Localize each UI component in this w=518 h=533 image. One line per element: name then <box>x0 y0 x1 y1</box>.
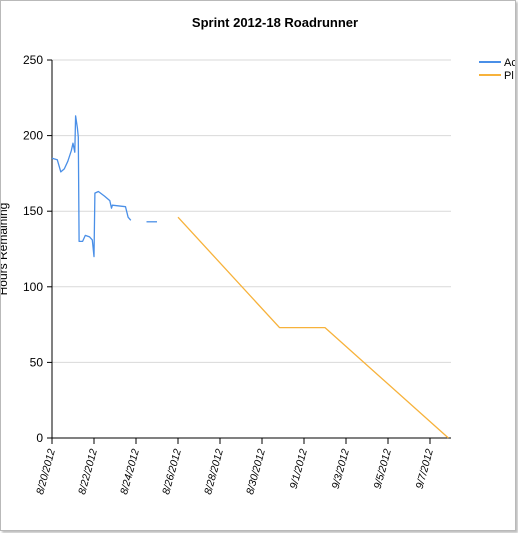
legend-label-planned: Pl <box>504 70 514 82</box>
x-tick-label: 9/7/2012 <box>414 448 436 491</box>
x-tick-label: 8/20/2012 <box>34 448 58 496</box>
series-line-actual <box>51 115 132 258</box>
y-tick-label: 0 <box>36 431 43 445</box>
chart-title: Sprint 2012-18 Roadrunner <box>192 15 358 30</box>
y-tick-labels: 0 50 100 150 200 250 <box>23 53 43 445</box>
y-tick-label: 250 <box>23 53 43 67</box>
legend-label-actual: Ac <box>504 57 515 69</box>
series-line-planned <box>177 216 449 439</box>
y-tick-label: 50 <box>30 355 44 369</box>
y-axis-label: Hours Remaining <box>1 203 10 296</box>
legend: AcPl <box>479 57 515 82</box>
x-tick-label: 8/22/2012 <box>76 448 100 496</box>
x-tick-label: 9/5/2012 <box>372 448 394 491</box>
gridlines <box>52 59 451 363</box>
y-tick-label: 150 <box>23 204 43 218</box>
axes <box>47 59 451 444</box>
y-tick-label: 200 <box>23 129 43 143</box>
x-tick-label: 8/26/2012 <box>160 448 184 496</box>
y-tick-label: 100 <box>23 280 43 294</box>
x-tick-label: 8/30/2012 <box>244 448 268 496</box>
x-tick-labels: 8/20/2012 8/22/2012 8/24/2012 8/26/2012 8/28… <box>34 448 436 496</box>
series-lines <box>51 115 449 439</box>
x-tick-label: 8/28/2012 <box>202 448 226 496</box>
x-tick-label: 8/24/2012 <box>118 448 142 496</box>
x-tick-label: 9/3/2012 <box>330 448 352 491</box>
x-tick-label: 9/1/2012 <box>288 448 310 491</box>
